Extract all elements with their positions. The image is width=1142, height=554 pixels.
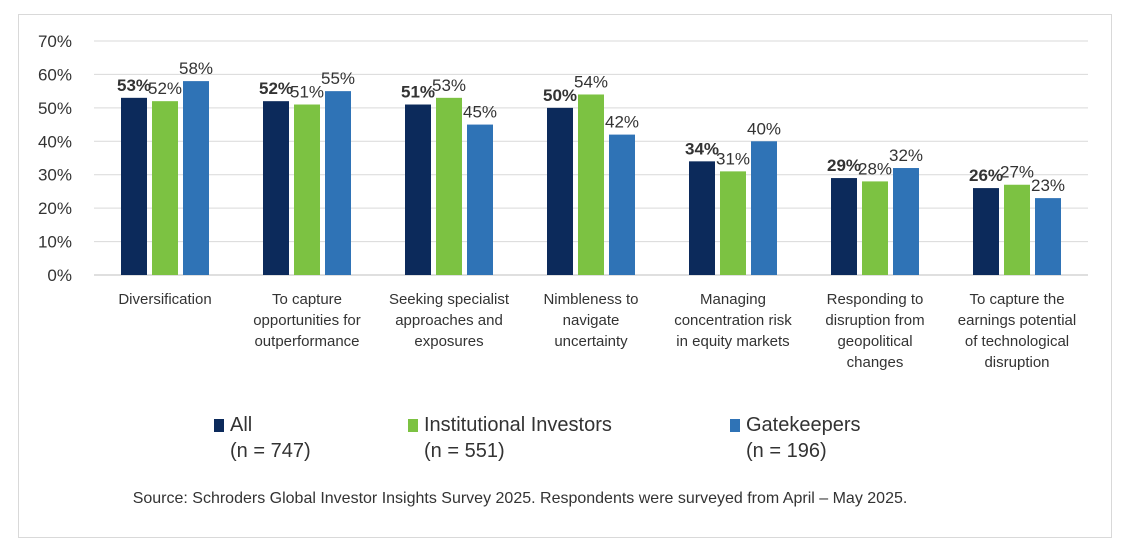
category-label: Nimbleness to navigate uncertainty	[543, 291, 638, 350]
legend-item-all: All (n = 747)	[214, 412, 311, 464]
bar-institutional-investors	[1004, 184, 1030, 275]
data-label-all: 34%	[685, 139, 719, 158]
bar-all	[973, 188, 999, 275]
y-tick-label: 20%	[38, 199, 72, 218]
data-label-gatekeepers: 45%	[463, 103, 497, 122]
bar-all	[547, 107, 573, 275]
legend-label-institutional: Institutional Investors	[424, 413, 612, 436]
category-label: Diversification	[118, 291, 211, 308]
bar-gatekeepers	[609, 134, 635, 275]
bar-institutional-investors	[578, 94, 604, 275]
data-label-all: 52%	[259, 79, 293, 98]
data-label-gatekeepers: 58%	[179, 59, 213, 78]
y-tick-label: 50%	[38, 99, 72, 118]
legend-count-all: (n = 747)	[230, 440, 311, 462]
category-label: Managing concentration risk in equity mark…	[674, 291, 792, 350]
category-label: Responding to disruption from geopolitical…	[825, 291, 924, 371]
data-labels: 53%52%58%52%51%55%51%53%45%50%54%42%34%3…	[117, 59, 1065, 195]
bar-all	[405, 104, 431, 275]
data-label-gatekeepers: 55%	[321, 69, 355, 88]
bar-all	[831, 178, 857, 275]
y-tick-label: 70%	[38, 32, 72, 51]
legend-label-all: All	[230, 413, 253, 436]
data-label-all: 50%	[543, 86, 577, 105]
source-note: Source: Schroders Global Investor Insigh…	[132, 490, 908, 507]
y-tick-label: 0%	[47, 266, 72, 285]
data-label-gatekeepers: 23%	[1031, 176, 1065, 195]
legend-swatch-institutional	[408, 418, 418, 432]
data-label-institutional-investors: 51%	[290, 83, 324, 102]
bar-gatekeepers	[751, 141, 777, 275]
bar-gatekeepers	[893, 168, 919, 275]
data-label-gatekeepers: 32%	[889, 146, 923, 165]
data-label-institutional-investors: 27%	[1000, 163, 1034, 182]
data-label-gatekeepers: 40%	[747, 119, 781, 138]
data-label-institutional-investors: 52%	[148, 79, 182, 98]
bar-institutional-investors	[720, 171, 746, 275]
y-tick-label: 10%	[38, 233, 72, 252]
legend-swatch-gatekeepers	[730, 418, 740, 432]
data-label-all: 29%	[827, 156, 861, 175]
bar-institutional-investors	[436, 97, 462, 275]
bar-all	[121, 97, 147, 275]
y-tick-label: 30%	[38, 166, 72, 185]
data-label-institutional-investors: 28%	[858, 159, 892, 178]
y-tick-label: 40%	[38, 132, 72, 151]
bar-all	[263, 101, 289, 276]
data-label-institutional-investors: 31%	[716, 149, 750, 168]
legend-item-gatekeepers: Gatekeepers (n = 196)	[730, 412, 861, 464]
bar-gatekeepers	[1035, 198, 1061, 275]
data-label-gatekeepers: 42%	[605, 113, 639, 132]
category-labels: Diversification To capture opportunities f…	[118, 291, 1076, 371]
bar-gatekeepers	[467, 124, 493, 275]
data-label-all: 26%	[969, 166, 1003, 185]
bar-all	[689, 161, 715, 275]
bar-institutional-investors	[294, 104, 320, 275]
legend-label-gatekeepers: Gatekeepers	[746, 413, 861, 436]
bar-institutional-investors	[862, 181, 888, 275]
data-label-institutional-investors: 53%	[432, 76, 466, 95]
category-label: Seeking specialist approaches and exposure…	[389, 291, 510, 350]
bar-institutional-investors	[152, 101, 178, 276]
category-label: To capture opportunities for outperformanc…	[253, 291, 361, 350]
bar-gatekeepers	[325, 91, 351, 276]
legend-count-gatekeepers: (n = 196)	[746, 440, 827, 462]
legend-swatch-all	[214, 418, 224, 432]
data-label-all: 53%	[117, 76, 151, 95]
chart-frame	[18, 14, 1112, 538]
data-label-all: 51%	[401, 83, 435, 102]
legend-count-institutional: (n = 551)	[424, 440, 505, 462]
gridlines	[94, 40, 1088, 276]
bars	[121, 81, 1061, 276]
data-label-institutional-investors: 54%	[574, 72, 608, 91]
y-axis-ticks: 0% 10% 20% 30% 40% 50% 60% 70%	[38, 32, 72, 285]
bar-gatekeepers	[183, 81, 209, 275]
legend-item-institutional: Institutional Investors (n = 551)	[408, 412, 612, 464]
y-tick-label: 60%	[38, 65, 72, 84]
category-label: To capture the earnings potential of techn…	[958, 291, 1076, 371]
